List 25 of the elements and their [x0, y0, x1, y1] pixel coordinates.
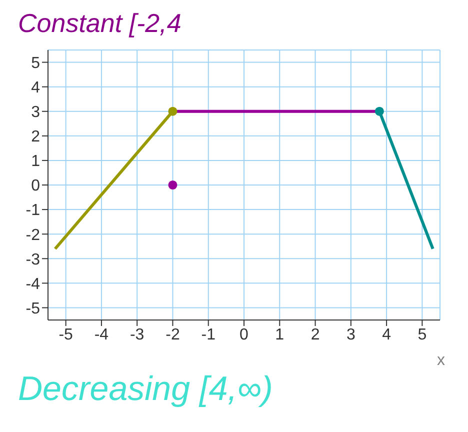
x-tick-label: 1	[275, 326, 284, 344]
x-tick-label: -1	[201, 326, 216, 344]
x-axis-title: x	[437, 352, 445, 369]
y-tick-label: 1	[31, 153, 40, 170]
y-tick-label: 3	[31, 104, 40, 122]
text: Decreasing [4,∞)	[17, 370, 274, 409]
x-tick-label: 0	[240, 326, 249, 344]
y-tick-label: -4	[26, 276, 40, 293]
y-tick-label: 0	[31, 178, 40, 195]
y-tick-label: -3	[26, 251, 40, 268]
text: Constant [-2,4	[17, 8, 182, 40]
y-tick-label: 2	[31, 128, 40, 146]
x-tick-label: 5	[418, 326, 427, 344]
y-tick-label: -1	[26, 202, 40, 220]
x-tick-label: 2	[310, 326, 320, 344]
x-tick-label: -4	[94, 326, 109, 344]
x-tick-label: -5	[58, 326, 74, 344]
y-tick-label: 5	[31, 54, 40, 72]
y-tick-label: -2	[26, 226, 40, 244]
y-tick-label: -5	[26, 300, 40, 318]
x-tick-label: -2	[166, 326, 180, 344]
x-tick-label: 3	[346, 326, 356, 344]
x-tick-label: -3	[130, 326, 144, 344]
x-tick-label: 4	[382, 326, 392, 344]
y-tick-label: 4	[31, 80, 40, 96]
